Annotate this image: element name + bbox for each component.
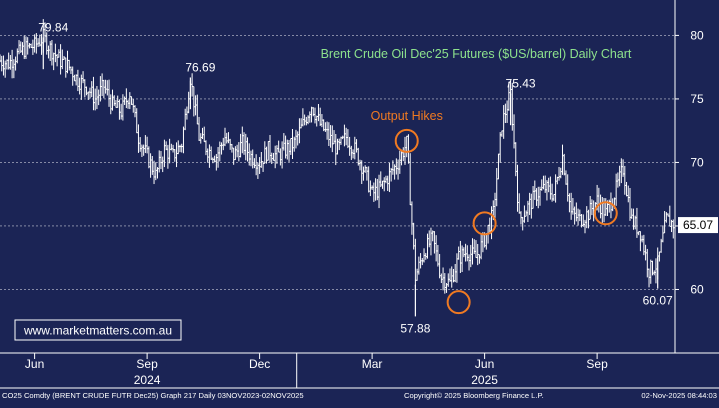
watermark-box [14, 319, 182, 341]
y-tick-label: 70 [690, 155, 704, 169]
highlight-circle [593, 201, 618, 226]
highlight-circle [394, 128, 419, 153]
highlight-circle [446, 290, 471, 315]
x-tick-label: Sep [136, 357, 158, 371]
annotation-value: 60.07 [643, 294, 673, 308]
annotation-value: 57.88 [400, 321, 430, 335]
y-tick-label: 80 [690, 28, 704, 42]
annotation-value: 79.84 [38, 20, 68, 34]
footer-timestamp: 02-Nov-2025 08:44:03 [641, 391, 717, 400]
annotation-value: 76.69 [185, 60, 215, 74]
x-tick-label: Sep [586, 357, 608, 371]
annotations: 79.84 76.69 75.43 57.88 60.07 Output Hikes [38, 20, 673, 335]
chart-title: Brent Crude Oil Dec'25 Futures ($US/barr… [321, 47, 632, 61]
annotation-value: 75.43 [506, 76, 536, 90]
x-tick-label: Dec [249, 357, 270, 371]
last-price-box [678, 217, 718, 234]
x-tick-label: Jun [25, 357, 44, 371]
last-price-label: 65.07 [683, 218, 713, 232]
price-bars [0, 19, 675, 317]
watermark-text: www.marketmatters.com.au [23, 324, 172, 338]
y-tick-label: 75 [690, 92, 704, 106]
x-tick-label: Mar [362, 357, 383, 371]
x-year-label: 2025 [471, 373, 498, 387]
y-tick-label: 60 [690, 282, 704, 296]
x-tick-label: Jun [475, 357, 494, 371]
axes: 6065707580JunSepDecMarJunSep2024202565.0… [0, 0, 719, 389]
x-year-label: 2024 [134, 373, 161, 387]
footer-source: CO25 Comdty (BRENT CRUDE FUTR Dec25) Gra… [2, 391, 304, 400]
footer-copyright: Copyright© 2025 Bloomberg Finance L.P. [404, 391, 544, 400]
highlight-circle [472, 211, 497, 236]
annotation-output-hikes: Output Hikes [371, 109, 443, 123]
